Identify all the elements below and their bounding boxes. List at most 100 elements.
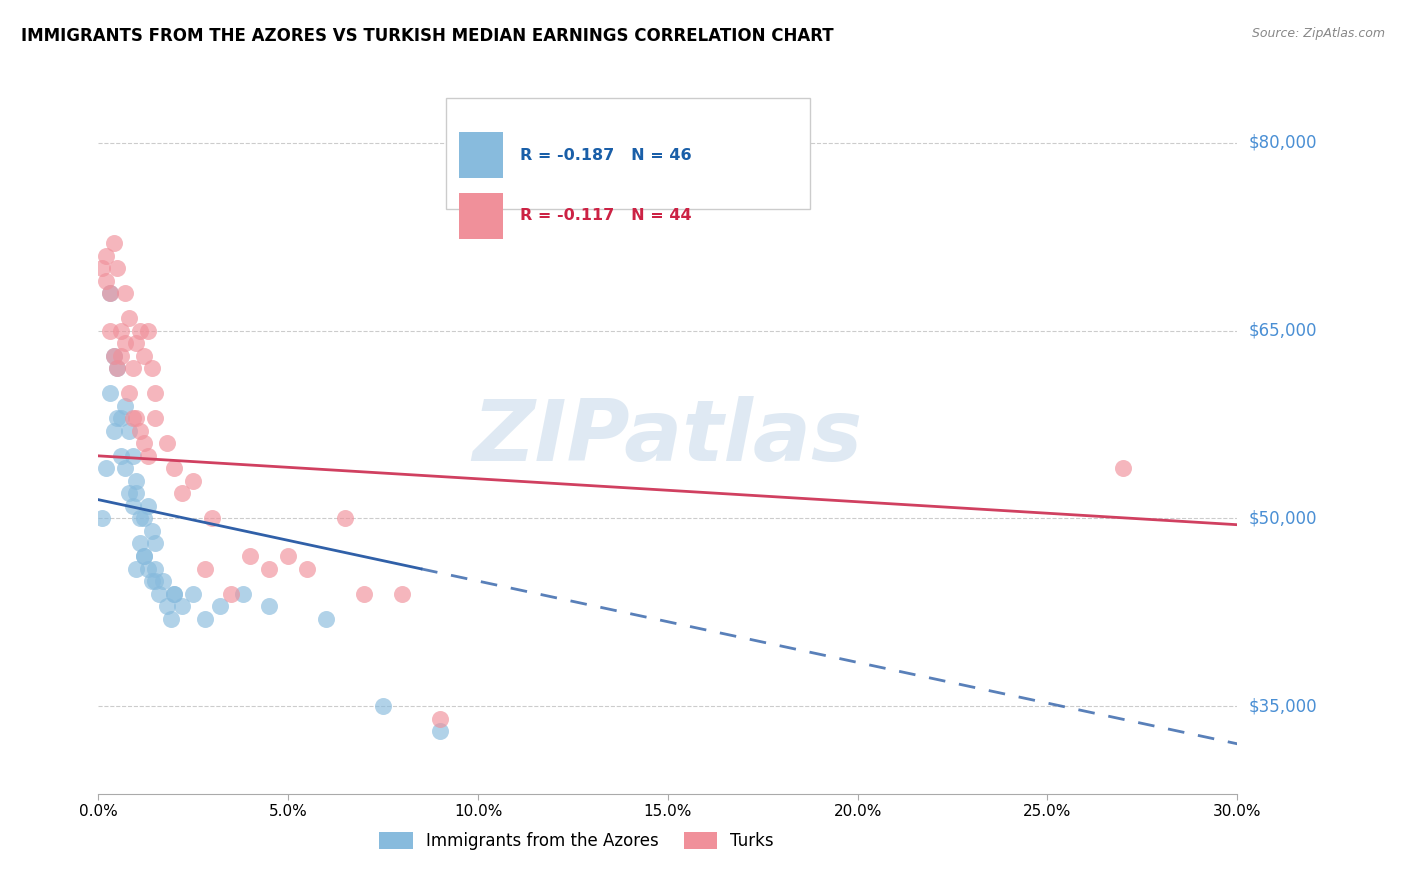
Point bbox=[335, 511, 357, 525]
Point bbox=[129, 424, 152, 438]
Point bbox=[118, 386, 141, 401]
Text: $50,000: $50,000 bbox=[1249, 509, 1317, 527]
Point bbox=[239, 549, 262, 563]
Text: ZIPatlas: ZIPatlas bbox=[472, 395, 863, 479]
Point bbox=[98, 386, 121, 401]
Text: Source: ZipAtlas.com: Source: ZipAtlas.com bbox=[1251, 27, 1385, 40]
Point bbox=[136, 561, 159, 575]
Point bbox=[259, 561, 281, 575]
Text: $65,000: $65,000 bbox=[1249, 322, 1317, 340]
Point bbox=[429, 724, 451, 739]
Point bbox=[391, 586, 413, 600]
Point bbox=[125, 486, 148, 500]
Point bbox=[114, 399, 136, 413]
Point bbox=[145, 411, 167, 425]
Point bbox=[114, 336, 136, 351]
Point bbox=[163, 461, 186, 475]
Text: R = -0.187   N = 46: R = -0.187 N = 46 bbox=[520, 148, 692, 162]
Point bbox=[136, 324, 159, 338]
Point bbox=[118, 424, 141, 438]
Point bbox=[183, 474, 205, 488]
Point bbox=[371, 699, 394, 714]
Point bbox=[125, 561, 148, 575]
Point bbox=[201, 511, 224, 525]
Point bbox=[94, 248, 117, 262]
Point bbox=[125, 336, 148, 351]
Point bbox=[132, 436, 155, 450]
Point bbox=[114, 461, 136, 475]
Point bbox=[232, 586, 254, 600]
Point bbox=[208, 599, 231, 613]
Point bbox=[170, 486, 193, 500]
Point bbox=[163, 586, 186, 600]
Text: R = -0.117   N = 44: R = -0.117 N = 44 bbox=[520, 209, 692, 223]
Text: $80,000: $80,000 bbox=[1249, 134, 1317, 152]
Point bbox=[110, 449, 132, 463]
Point bbox=[107, 411, 129, 425]
Point bbox=[103, 349, 125, 363]
Point bbox=[98, 324, 121, 338]
Point bbox=[132, 549, 155, 563]
Point bbox=[141, 524, 163, 538]
Point bbox=[141, 361, 163, 376]
Point bbox=[141, 574, 163, 588]
Point bbox=[121, 449, 143, 463]
FancyBboxPatch shape bbox=[460, 132, 503, 178]
Point bbox=[125, 411, 148, 425]
Point bbox=[110, 324, 132, 338]
Point bbox=[132, 549, 155, 563]
Point bbox=[118, 311, 141, 326]
Point bbox=[98, 286, 121, 301]
Point bbox=[121, 499, 143, 513]
Point bbox=[107, 361, 129, 376]
Point bbox=[145, 386, 167, 401]
Point bbox=[221, 586, 243, 600]
Point bbox=[121, 411, 143, 425]
Legend: Immigrants from the Azores, Turks: Immigrants from the Azores, Turks bbox=[373, 825, 780, 857]
Point bbox=[98, 286, 121, 301]
Point bbox=[163, 586, 186, 600]
Point bbox=[110, 349, 132, 363]
Point bbox=[170, 599, 193, 613]
Point bbox=[103, 349, 125, 363]
Point bbox=[91, 511, 114, 525]
Point bbox=[103, 424, 125, 438]
Point bbox=[156, 599, 179, 613]
Point bbox=[148, 586, 170, 600]
Point bbox=[315, 612, 337, 626]
Point bbox=[277, 549, 299, 563]
Point bbox=[132, 511, 155, 525]
Point bbox=[194, 612, 217, 626]
Point bbox=[94, 274, 117, 288]
Point bbox=[107, 261, 129, 276]
FancyBboxPatch shape bbox=[446, 98, 810, 209]
Point bbox=[156, 436, 179, 450]
Point bbox=[152, 574, 174, 588]
Point bbox=[118, 486, 141, 500]
Point bbox=[103, 235, 125, 250]
Point bbox=[1112, 461, 1135, 475]
Text: $35,000: $35,000 bbox=[1249, 698, 1317, 715]
Point bbox=[159, 612, 181, 626]
Point bbox=[129, 536, 152, 550]
Point bbox=[259, 599, 281, 613]
Point bbox=[129, 324, 152, 338]
Text: IMMIGRANTS FROM THE AZORES VS TURKISH MEDIAN EARNINGS CORRELATION CHART: IMMIGRANTS FROM THE AZORES VS TURKISH ME… bbox=[21, 27, 834, 45]
Point bbox=[353, 586, 375, 600]
Point bbox=[136, 499, 159, 513]
Point bbox=[145, 536, 167, 550]
Point bbox=[107, 361, 129, 376]
Point bbox=[145, 574, 167, 588]
Point bbox=[114, 286, 136, 301]
Point bbox=[145, 561, 167, 575]
Point bbox=[94, 461, 117, 475]
Point bbox=[132, 349, 155, 363]
Point bbox=[429, 712, 451, 726]
Point bbox=[183, 586, 205, 600]
Point bbox=[194, 561, 217, 575]
Point bbox=[136, 449, 159, 463]
FancyBboxPatch shape bbox=[460, 193, 503, 239]
Point bbox=[121, 361, 143, 376]
Point bbox=[110, 411, 132, 425]
Point bbox=[91, 261, 114, 276]
